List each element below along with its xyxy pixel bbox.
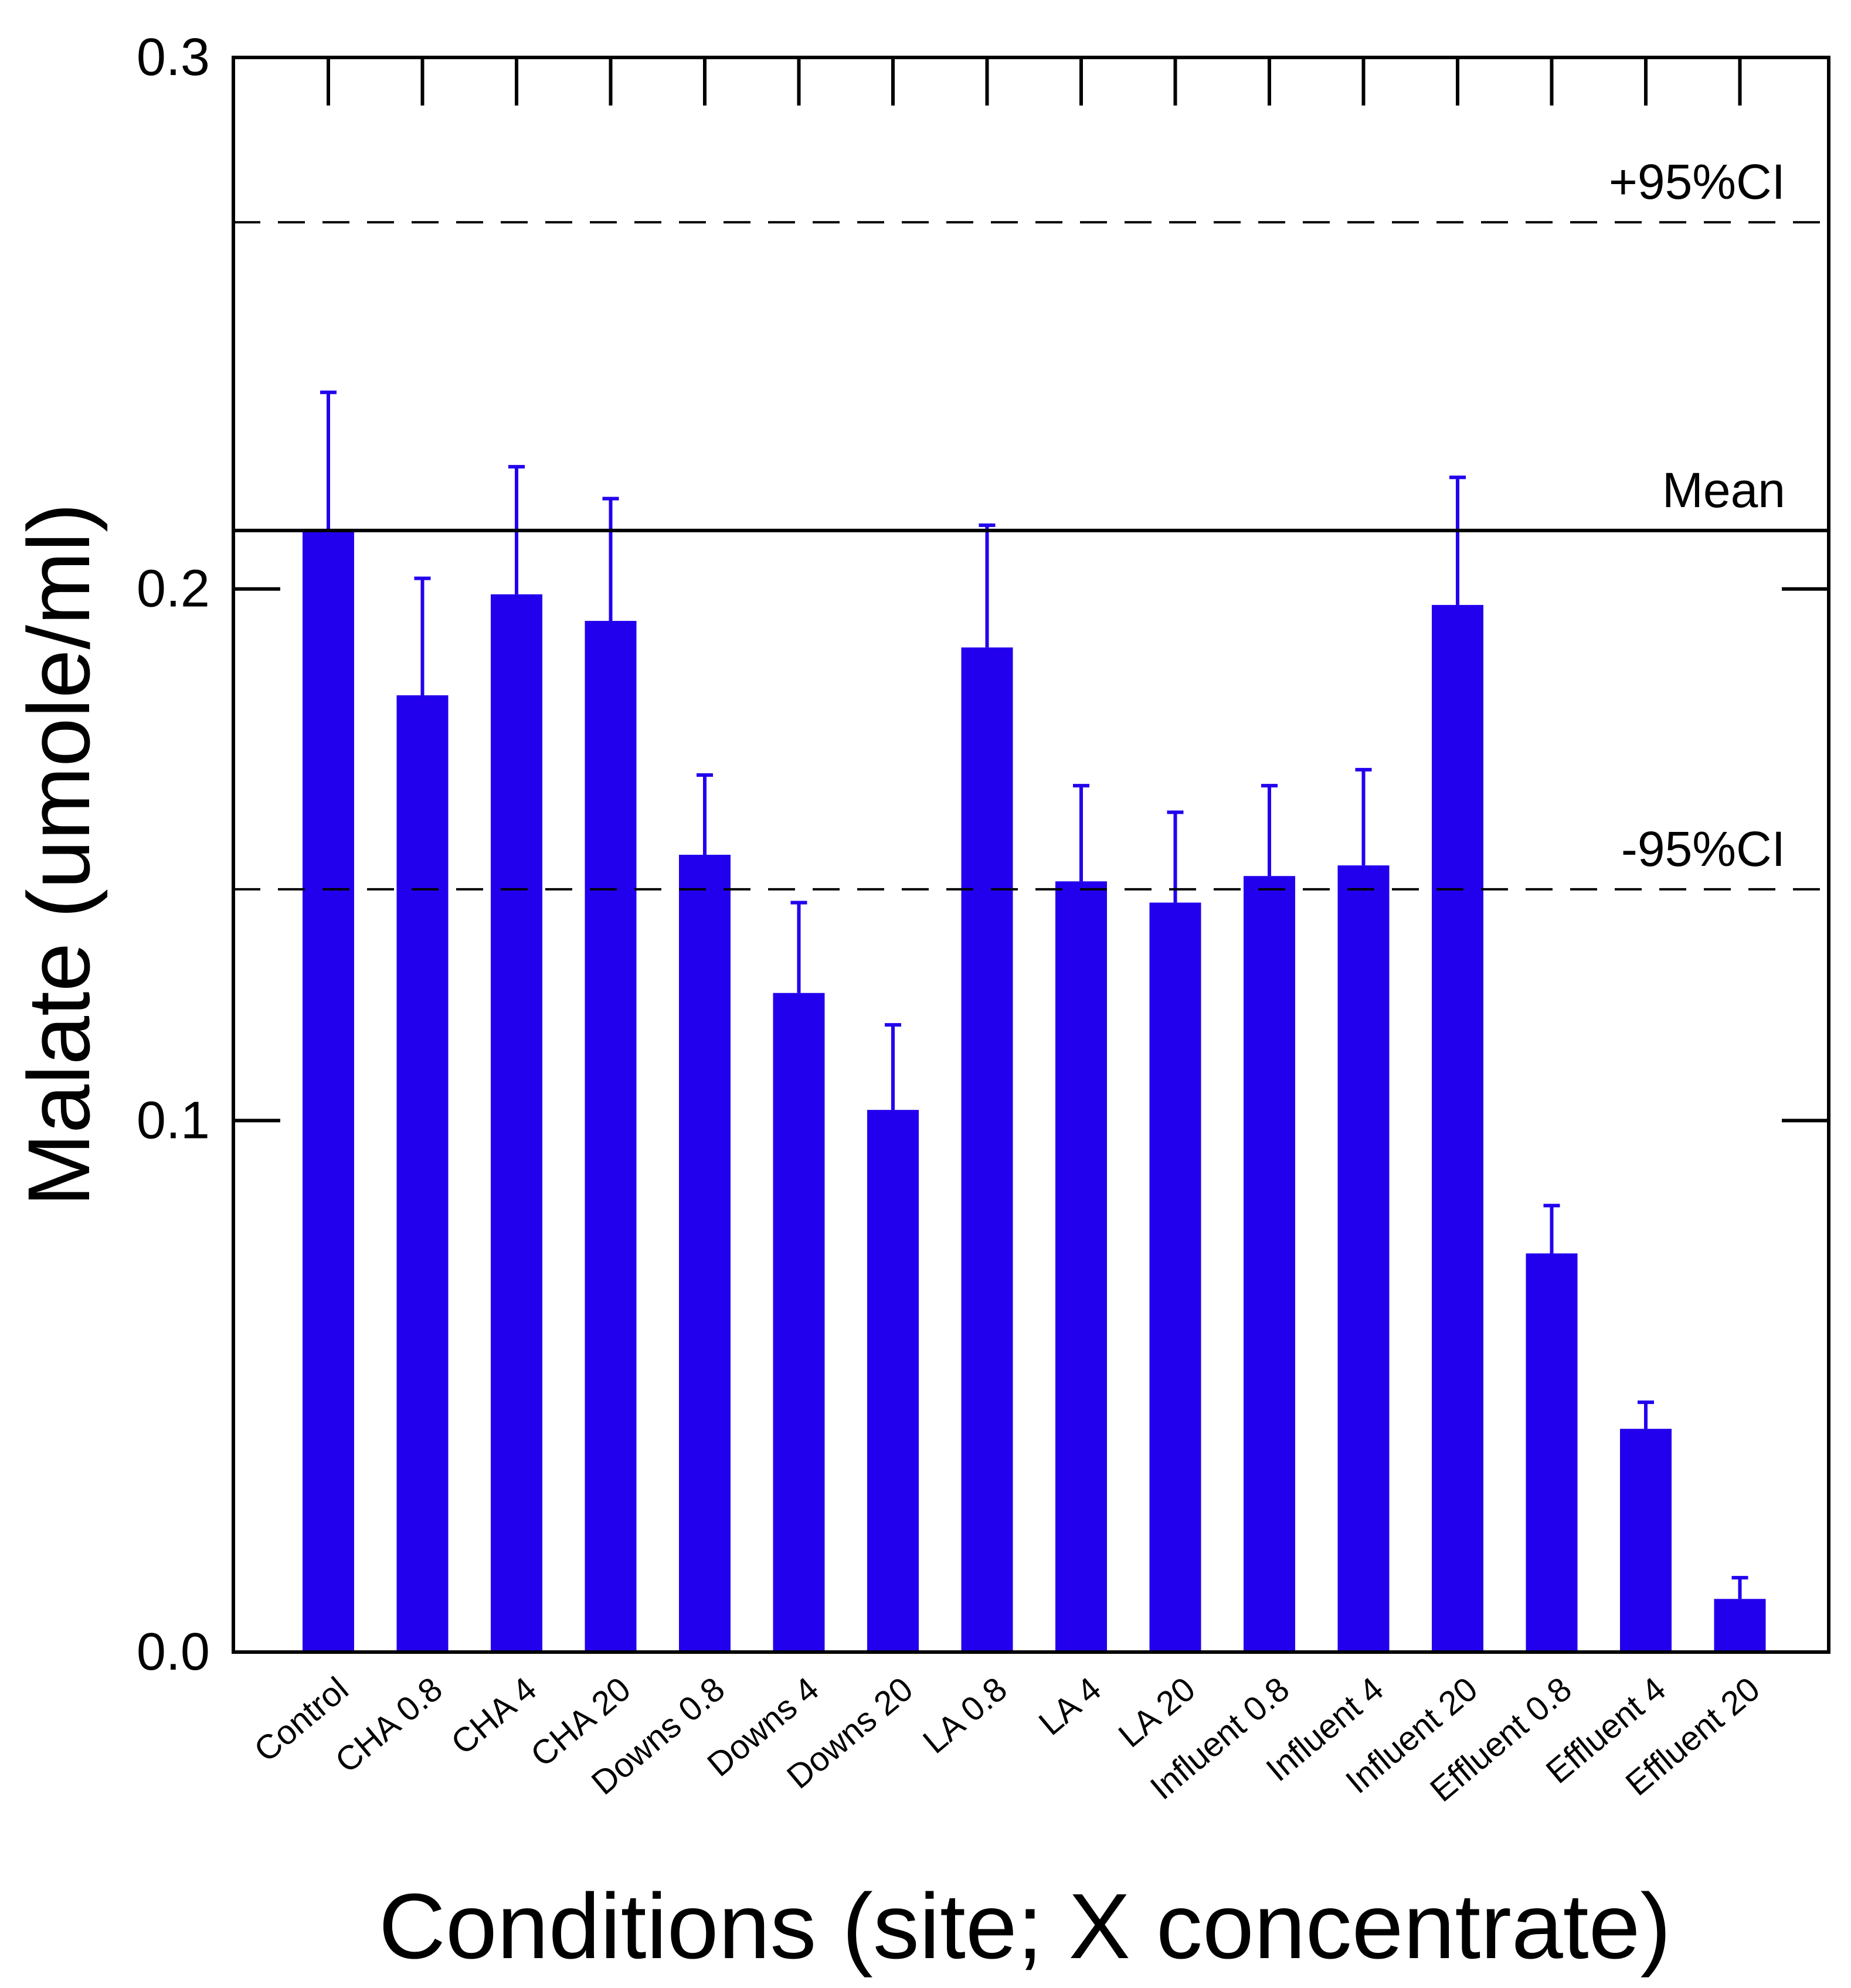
reference-label-2: Mean <box>1662 463 1785 518</box>
bar-8 <box>961 647 1013 1652</box>
x-tick-label-8: LA 0.8 <box>916 1670 1014 1761</box>
bar-4 <box>585 621 637 1652</box>
y-tick-label-1: 0.0 <box>137 1623 210 1681</box>
bar-5 <box>679 855 731 1652</box>
reference-label-3: -95%CI <box>1621 821 1785 876</box>
bar-6 <box>773 993 825 1652</box>
y-axis-label: Malate (umole/ml) <box>9 503 108 1207</box>
bar-2 <box>396 695 449 1652</box>
bar-11 <box>1244 876 1295 1652</box>
bar-15 <box>1620 1429 1672 1652</box>
bar-14 <box>1526 1253 1578 1652</box>
bars-layer <box>303 530 1766 1652</box>
bar-16 <box>1714 1599 1766 1652</box>
y-tick-label-4: 0.3 <box>137 28 210 87</box>
bar-3 <box>491 594 542 1652</box>
y-tick-label-3: 0.2 <box>137 560 210 619</box>
bar-1 <box>303 530 354 1652</box>
bar-13 <box>1432 604 1483 1652</box>
y-tick-label-2: 0.1 <box>137 1091 210 1150</box>
axes-layer: 0.0 0.1 0.2 0.3 <box>137 28 1830 1681</box>
bar-10 <box>1149 902 1201 1652</box>
x-tick-label-2: CHA 0.8 <box>328 1670 450 1780</box>
x-tick-label-9: LA 4 <box>1032 1670 1109 1742</box>
reference-lines-layer: +95%CI Mean -95%CI <box>233 154 1829 891</box>
x-axis-label: Conditions (site; X concentrate) <box>379 1875 1671 1978</box>
plot-frame <box>232 56 1830 1654</box>
reference-label-1: +95%CI <box>1609 154 1785 209</box>
bar-7 <box>867 1110 919 1652</box>
bar-12 <box>1337 865 1390 1652</box>
bar-9 <box>1055 881 1107 1652</box>
